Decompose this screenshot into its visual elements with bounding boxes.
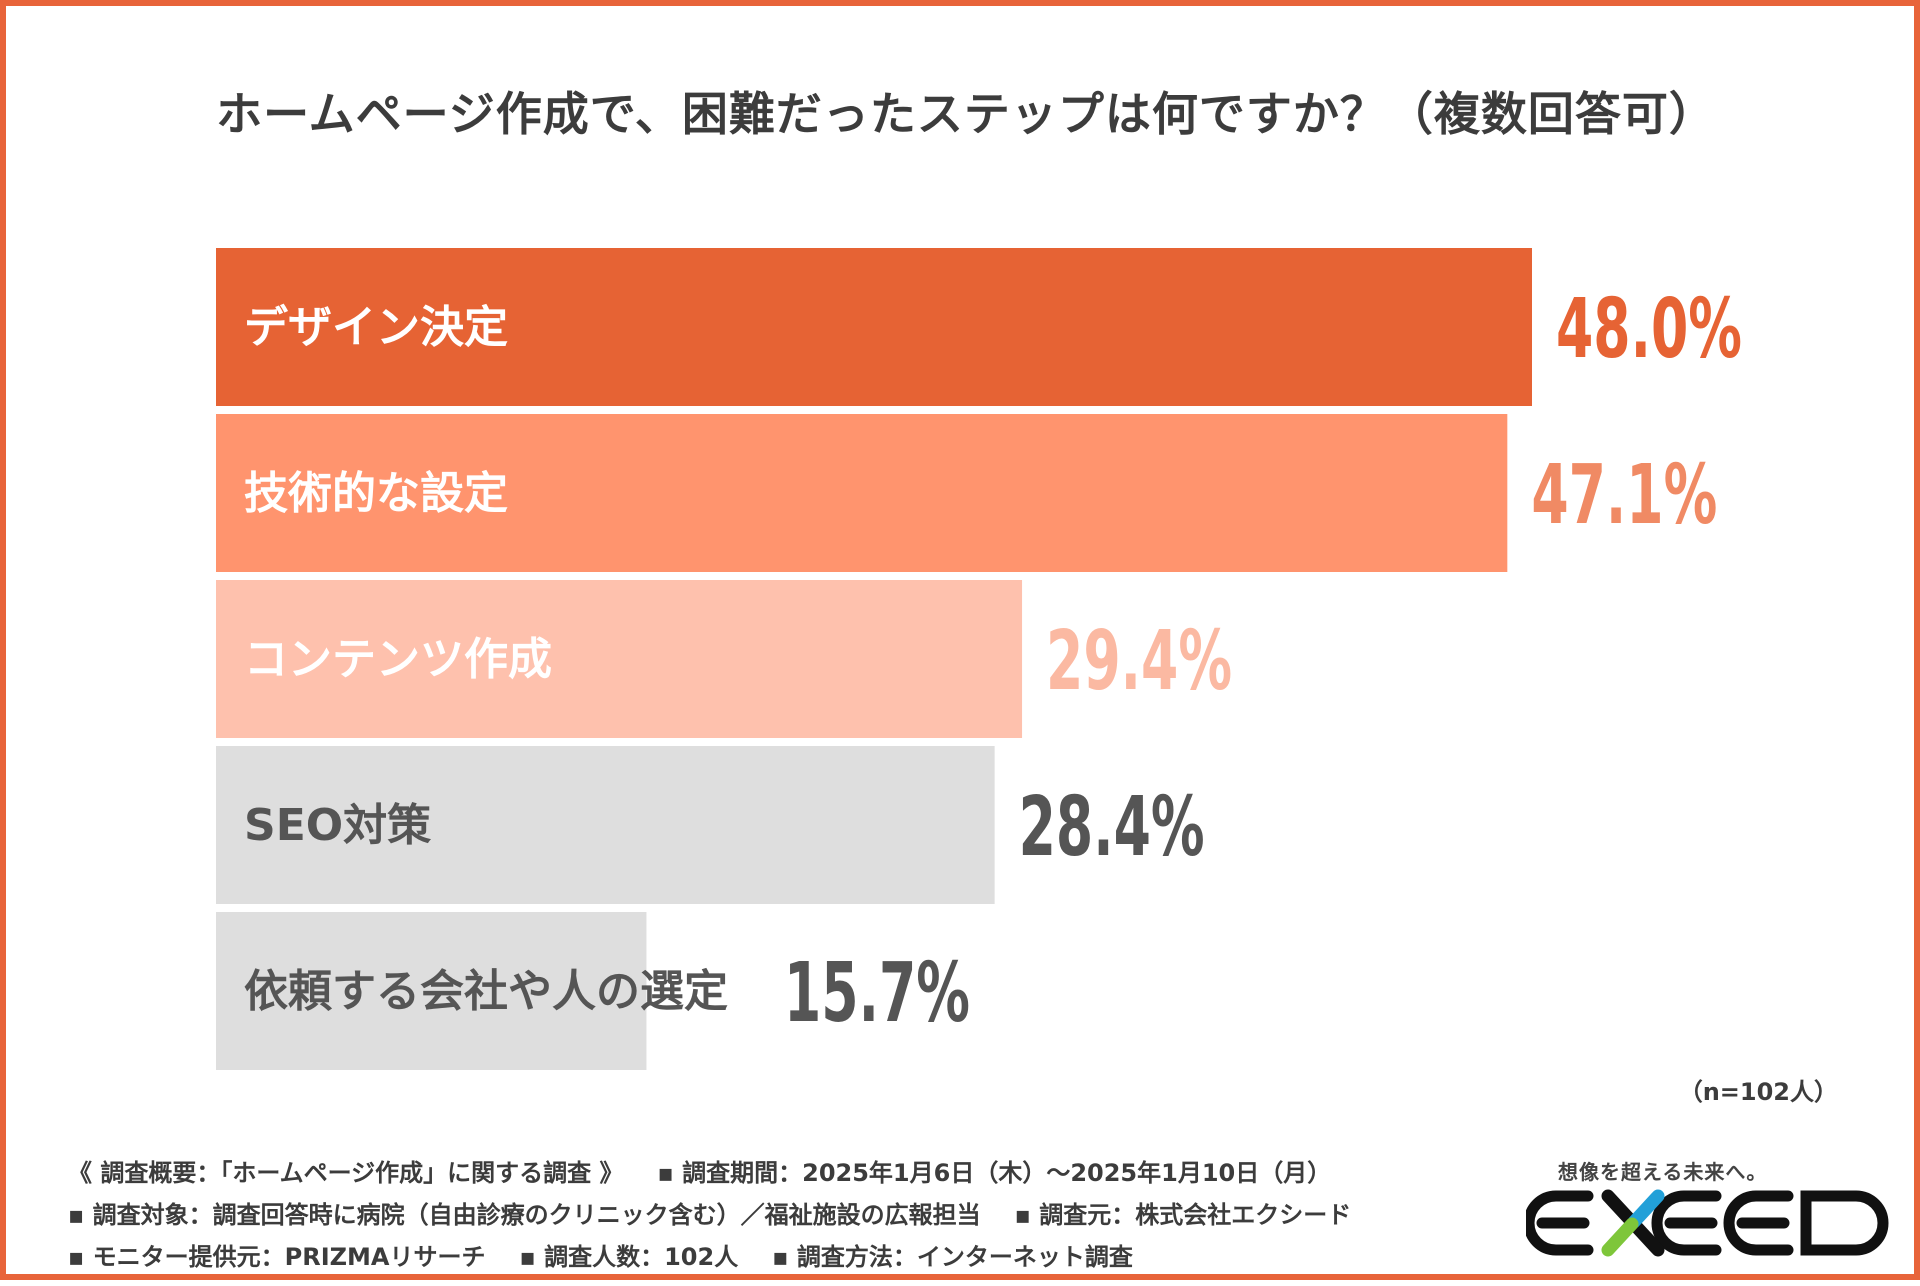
footnote-line-3: ▪ モニター提供元：PRIZMAリサーチ ▪ 調査人数：102人 ▪ 調査方法：イン…: [68, 1236, 1508, 1278]
bar-2: [216, 580, 1023, 738]
category-label-0: デザイン決定: [244, 302, 508, 353]
value-label-2: 29.4%: [1046, 614, 1232, 709]
value-label-0: 48.0%: [1556, 282, 1742, 377]
value-label-4: 15.7%: [784, 946, 970, 1041]
footnote-survey-period: ▪ 調査期間：2025年1月6日（木）〜2025年1月10日（月）: [657, 1159, 1332, 1187]
footnote-survey-overview: 《 調査概要：「ホームページ作成」に関する調査 》: [68, 1159, 624, 1187]
category-label-3: SEO対策: [244, 800, 431, 851]
sample-size-note: （n=102人）: [1678, 1078, 1838, 1106]
footnote-method: ▪ 調査方法：インターネット調査: [772, 1243, 1133, 1271]
bar-chart: デザイン決定 48.0% 技術的な設定 47.1% コンテンツ作成 29.4% SEO対策 2…: [216, 248, 1742, 1070]
chart-title: ホームページ作成で、困難だったステップは何ですか？（複数回答可）: [216, 87, 1716, 141]
category-label-1: 技術的な設定: [244, 468, 508, 519]
bar-4: [216, 912, 647, 1070]
bar-0: [216, 248, 1532, 406]
footnote-line-1: 《 調査概要：「ホームページ作成」に関する調査 》 ▪ 調査期間：2025年1月6…: [68, 1152, 1508, 1194]
footnote-survey-target: ▪ 調査対象：調査回答時に病院（自由診療のクリニック含む）／福祉施設の広報担当: [68, 1201, 981, 1229]
category-label-2: コンテンツ作成: [244, 634, 552, 685]
exeed-logo: 想像を超える未来へ。: [1526, 1152, 1906, 1262]
footnote-respondents: ▪ 調査人数：102人: [519, 1243, 739, 1271]
category-label-4: 依頼する会社や人の選定: [244, 966, 728, 1017]
value-label-3: 28.4%: [1019, 780, 1205, 875]
footnote-survey-source: ▪ 調査元：株式会社エクシード: [1014, 1201, 1352, 1229]
footnote-monitor-provider: ▪ モニター提供元：PRIZMAリサーチ: [68, 1243, 486, 1271]
exeed-wordmark-icon: [1526, 1189, 1889, 1257]
value-label-1: 47.1%: [1531, 448, 1717, 543]
bar-3: [216, 746, 995, 904]
logo-tagline: 想像を超える未来へ。: [1558, 1160, 1768, 1184]
bar-1: [216, 414, 1508, 572]
survey-footnotes: 《 調査概要：「ホームページ作成」に関する調査 》 ▪ 調査期間：2025年1月6…: [68, 1152, 1508, 1278]
footnote-line-2: ▪ 調査対象：調査回答時に病院（自由診療のクリニック含む）／福祉施設の広報担当 ▪…: [68, 1194, 1508, 1236]
